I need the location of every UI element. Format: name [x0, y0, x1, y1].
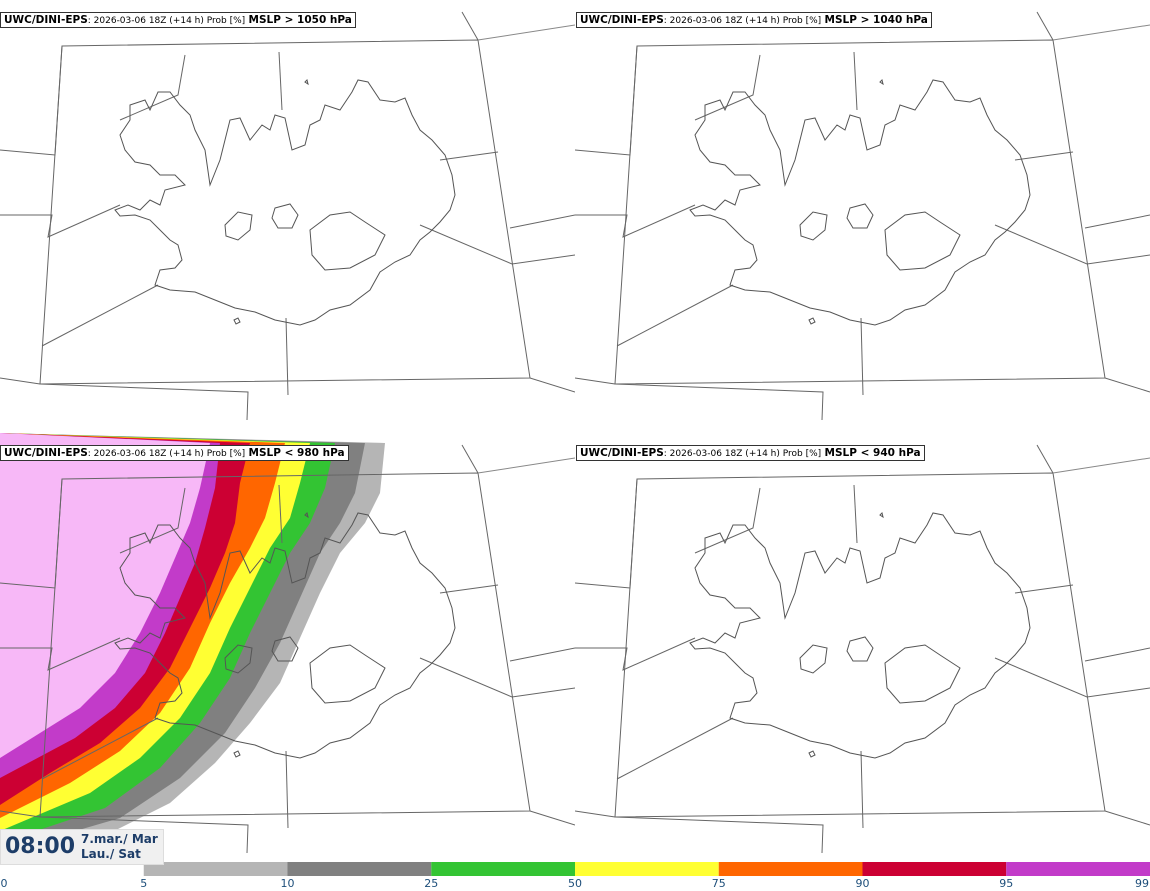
legend-bar: [0, 862, 1150, 876]
legend-swatch-0-5: [0, 862, 144, 876]
map-panel-mslp-gt-1040: UWC/DINI-EPS: 2026-03-06 18Z (+14 h) Pro…: [575, 0, 1150, 431]
legend-tick-label: 25: [424, 877, 439, 890]
field-name: MSLP < 980 hPa: [248, 447, 345, 459]
model-name: UWC/DINI-EPS: [580, 14, 664, 26]
legend-swatch-50-75: [575, 862, 719, 876]
valid-date: 7.mar./ Mar: [81, 832, 158, 846]
map-canvas: [0, 433, 575, 864]
legend-swatch-75-90: [718, 862, 863, 876]
valid-weekday: Lau./ Sat: [81, 847, 141, 861]
legend-tick-label: 75: [711, 877, 726, 890]
legend-swatch-90-95: [862, 862, 1007, 876]
valid-hour: 08:00: [5, 834, 76, 859]
legend-tick-label: 90: [855, 877, 870, 890]
run-meta: : 2026-03-06 18Z (+14 h) Prob [%]: [663, 449, 822, 459]
map-canvas: [0, 11, 575, 421]
map-panel-mslp-gt-1050: UWC/DINI-EPS: 2026-03-06 18Z (+14 h) Pro…: [0, 0, 575, 431]
legend-swatch-5-10: [143, 862, 288, 876]
legend-swatch-25-50: [431, 862, 575, 876]
legend-tick-label: 5: [140, 877, 148, 890]
panel-title: UWC/DINI-EPS: 2026-03-06 18Z (+14 h) Pro…: [0, 445, 349, 461]
panel-title: UWC/DINI-EPS: 2026-03-06 18Z (+14 h) Pro…: [576, 445, 925, 461]
run-meta: : 2026-03-06 18Z (+14 h) Prob [%]: [87, 449, 246, 459]
field-name: MSLP > 1040 hPa: [824, 14, 928, 26]
model-name: UWC/DINI-EPS: [580, 447, 664, 459]
model-name: UWC/DINI-EPS: [4, 447, 88, 459]
map-panel-mslp-lt-940: UWC/DINI-EPS: 2026-03-06 18Z (+14 h) Pro…: [575, 433, 1150, 864]
band-99: [0, 433, 210, 758]
legend-tick-label: 99: [1135, 877, 1149, 890]
legend-swatch-95-99: [1006, 862, 1150, 876]
panel-title: UWC/DINI-EPS: 2026-03-06 18Z (+14 h) Pro…: [0, 12, 356, 28]
legend-tick-label: 95: [999, 877, 1014, 890]
map-canvas: [575, 11, 1150, 421]
map-panel-mslp-lt-980: UWC/DINI-EPS: 2026-03-06 18Z (+14 h) Pro…: [0, 433, 575, 864]
field-name: MSLP < 940 hPa: [824, 447, 921, 459]
valid-time-box: 08:00 7.mar./ Mar Lau./ Sat: [0, 829, 164, 865]
legend-swatch-10-25: [287, 862, 432, 876]
map-canvas: [575, 444, 1150, 854]
model-name: UWC/DINI-EPS: [4, 14, 88, 26]
run-meta: : 2026-03-06 18Z (+14 h) Prob [%]: [87, 16, 246, 26]
color-legend: [0, 862, 1150, 891]
legend-tick-label: 10: [280, 877, 295, 890]
run-meta: : 2026-03-06 18Z (+14 h) Prob [%]: [663, 16, 822, 26]
field-name: MSLP > 1050 hPa: [248, 14, 352, 26]
legend-tick-label: 0: [0, 877, 8, 890]
legend-tick-label: 50: [568, 877, 582, 890]
panel-title: UWC/DINI-EPS: 2026-03-06 18Z (+14 h) Pro…: [576, 12, 932, 28]
